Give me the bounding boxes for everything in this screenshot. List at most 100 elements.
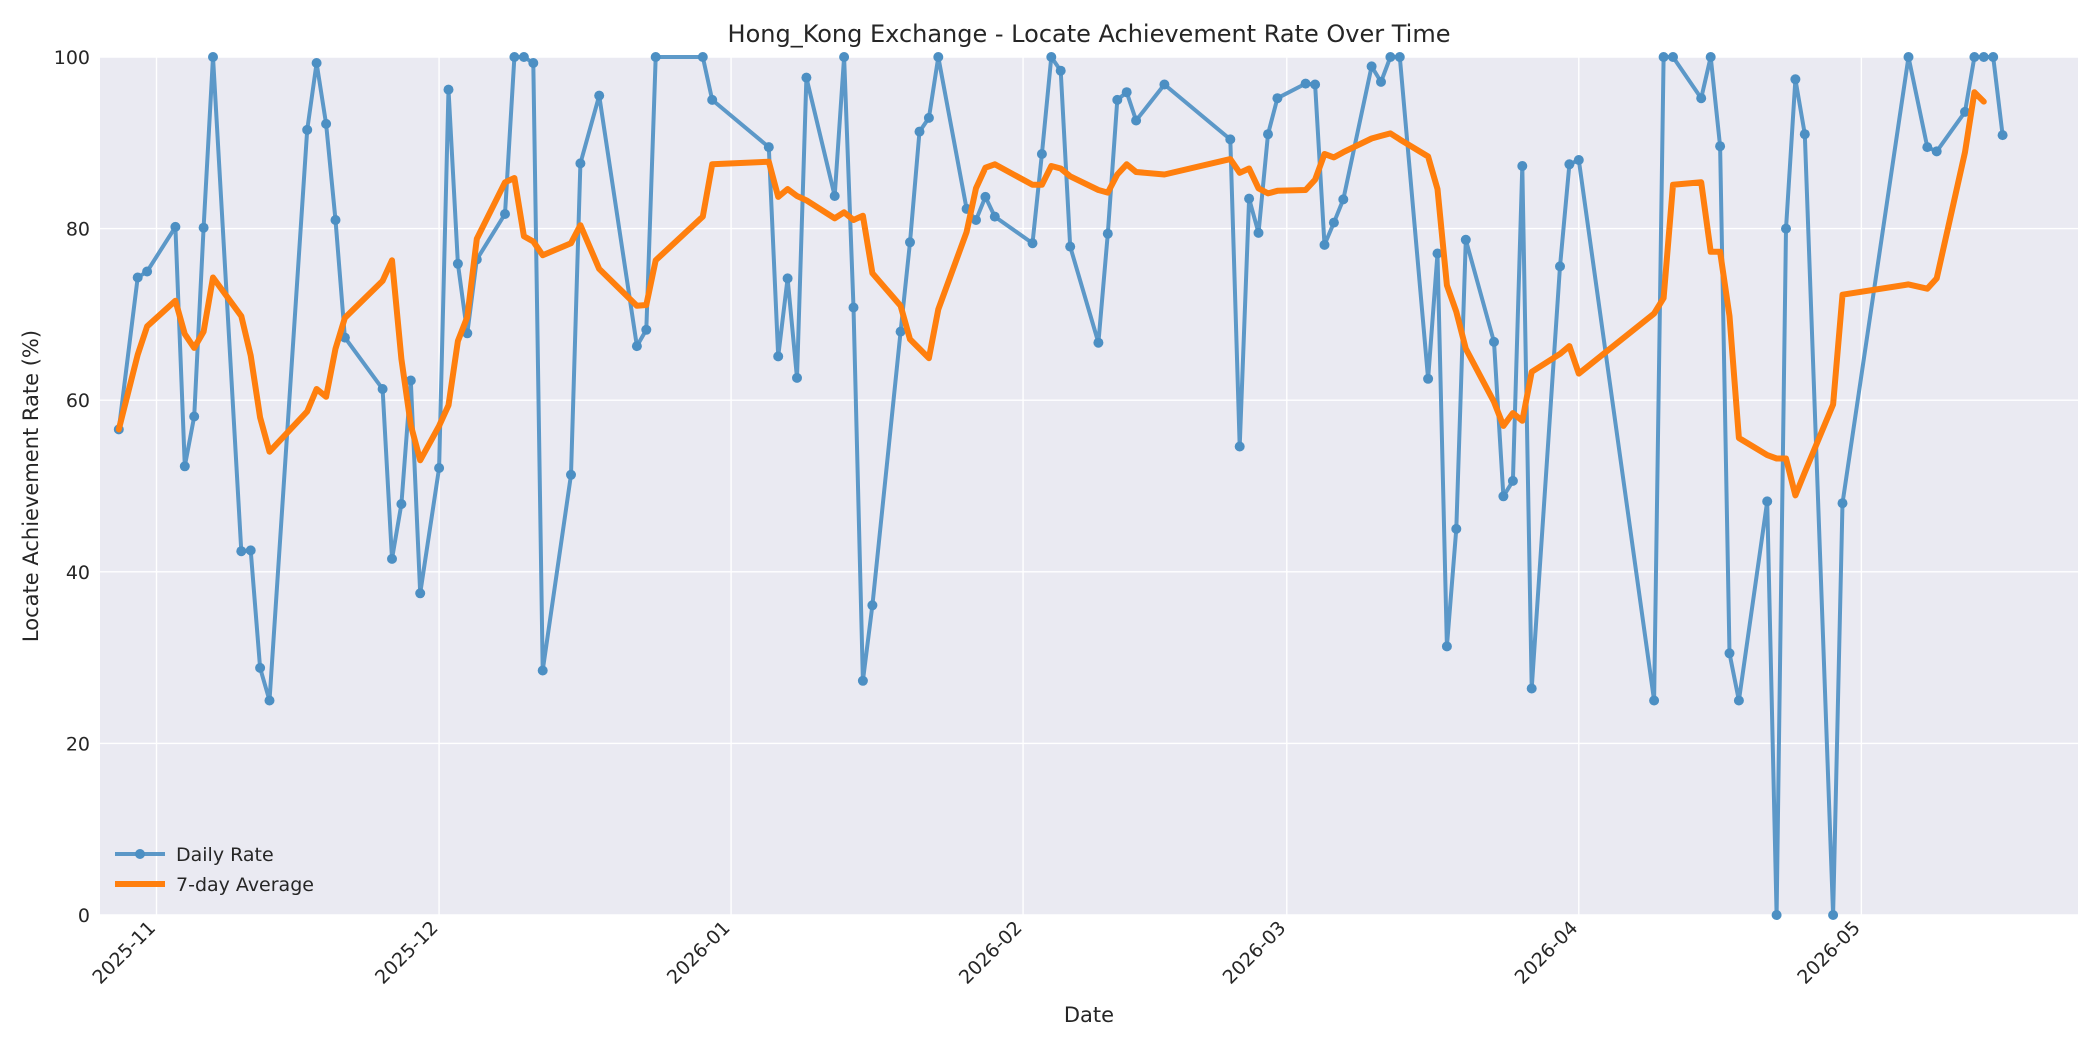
x-tick-label: 2026-01 <box>663 917 735 989</box>
daily-rate-point <box>989 211 1000 222</box>
daily-rate-point <box>1460 234 1471 245</box>
x-tick-label: 2026-05 <box>1793 917 1865 989</box>
daily-rate-point <box>857 675 868 686</box>
daily-rate-point <box>1093 337 1104 348</box>
daily-rate-point <box>132 272 143 283</box>
daily-rate-point <box>1253 227 1264 238</box>
daily-rate-point <box>594 90 605 101</box>
daily-rate-point <box>829 191 840 201</box>
daily-rate-point <box>1366 61 1377 72</box>
daily-rate-point <box>377 384 388 394</box>
y-tick-label: 80 <box>66 219 90 241</box>
daily-rate-point <box>1394 52 1405 62</box>
daily-rate-point <box>1997 130 2008 141</box>
x-tick-label: 2026-02 <box>955 917 1027 989</box>
daily-rate-point <box>1573 155 1584 165</box>
daily-rate-point <box>895 326 906 337</box>
daily-rate-point <box>1658 52 1669 62</box>
daily-rate-point <box>1328 217 1339 228</box>
daily-rate-point <box>500 209 510 219</box>
chart-title: Hong_Kong Exchange - Locate Achievement … <box>728 20 1451 48</box>
y-axis-ticks: 0 20 40 60 80 100 <box>54 47 90 927</box>
legend-average-label: 7-day Average <box>176 874 314 896</box>
series-layer <box>113 52 2008 920</box>
daily-rate-point <box>1319 239 1330 250</box>
daily-rate-point <box>1507 475 1518 486</box>
daily-rate-point <box>1988 52 1999 62</box>
daily-rate-point <box>1837 498 1848 509</box>
daily-rate-point <box>1960 106 1970 117</box>
daily-rate-point <box>1112 94 1123 105</box>
daily-rate-point <box>518 52 529 62</box>
daily-rate-point <box>1065 241 1076 252</box>
daily-rate-point <box>1705 52 1716 62</box>
daily-rate-point <box>1696 93 1707 104</box>
daily-rate-point <box>509 52 520 62</box>
daily-rate-point <box>1159 79 1170 90</box>
daily-rate-point <box>1234 441 1245 452</box>
daily-rate-point <box>1338 194 1349 205</box>
seven-day-average-line <box>115 89 1987 499</box>
daily-rate-point <box>1790 74 1801 85</box>
daily-rate-point <box>1027 238 1038 249</box>
daily-rate-point <box>971 215 981 225</box>
daily-rate-point <box>1385 52 1396 62</box>
daily-rate-point <box>321 118 332 129</box>
grid <box>100 56 2078 916</box>
x-axis-ticks: 2025-11 2025-12 2026-01 2026-02 2026-03 2026-… <box>88 917 1865 989</box>
daily-rate-point <box>405 375 416 386</box>
daily-rate-point <box>1423 373 1434 384</box>
daily-rate-point <box>1131 115 1142 126</box>
daily-rate-point <box>1244 193 1255 204</box>
legend: Daily Rate 7-day Average <box>115 844 314 896</box>
daily-rate-point <box>1498 491 1509 502</box>
daily-rate-point <box>302 124 313 135</box>
y-tick-label: 40 <box>66 562 90 584</box>
legend-daily-marker <box>135 849 145 859</box>
daily-rate-point <box>1102 228 1113 239</box>
x-tick-label: 2026-04 <box>1511 917 1583 989</box>
daily-rate-point <box>1978 52 1989 62</box>
y-tick-label: 0 <box>78 905 90 927</box>
daily-rate-point <box>1799 129 1810 140</box>
daily-rate-point <box>782 273 793 284</box>
daily-rate-point <box>245 545 256 556</box>
x-axis-label: Date <box>1064 1003 1114 1027</box>
daily-rate-point <box>1526 683 1537 694</box>
daily-rate-point <box>179 461 190 472</box>
x-tick-label: 2025-12 <box>371 917 443 989</box>
daily-rate-point <box>773 351 784 362</box>
y-tick-label: 100 <box>54 47 90 69</box>
daily-rate-point <box>1263 129 1273 140</box>
daily-rate-point <box>1564 159 1575 170</box>
daily-rate-point <box>905 237 915 248</box>
daily-rate-point <box>792 372 802 383</box>
daily-rate-point <box>537 665 548 676</box>
y-tick-label: 60 <box>66 390 90 412</box>
daily-rate-point <box>1781 223 1791 234</box>
daily-rate-point <box>1489 336 1499 347</box>
daily-rate-point <box>264 695 275 706</box>
daily-rate-point <box>1555 261 1565 272</box>
daily-rate-point <box>1969 52 1980 62</box>
daily-rate-point <box>1300 78 1311 89</box>
x-tick-label: 2026-03 <box>1219 917 1291 989</box>
daily-rate-point <box>801 72 812 83</box>
daily-rate-point <box>452 258 463 269</box>
daily-rate-point <box>1733 695 1744 706</box>
daily-rate-point <box>1046 52 1057 62</box>
daily-rate-point <box>1310 79 1321 90</box>
daily-rate-point <box>170 221 181 232</box>
daily-rate-point <box>923 112 934 123</box>
daily-rate-point <box>255 662 266 673</box>
daily-rate-point <box>1036 149 1047 159</box>
daily-rate-point <box>1121 87 1132 98</box>
daily-rate-point <box>1517 161 1528 171</box>
daily-rate-point <box>980 191 991 202</box>
plot-area <box>100 57 2078 915</box>
daily-rate-point <box>1724 648 1735 659</box>
daily-rate-point <box>528 58 539 68</box>
daily-rate-point <box>208 52 218 62</box>
daily-rate-point <box>697 52 708 62</box>
